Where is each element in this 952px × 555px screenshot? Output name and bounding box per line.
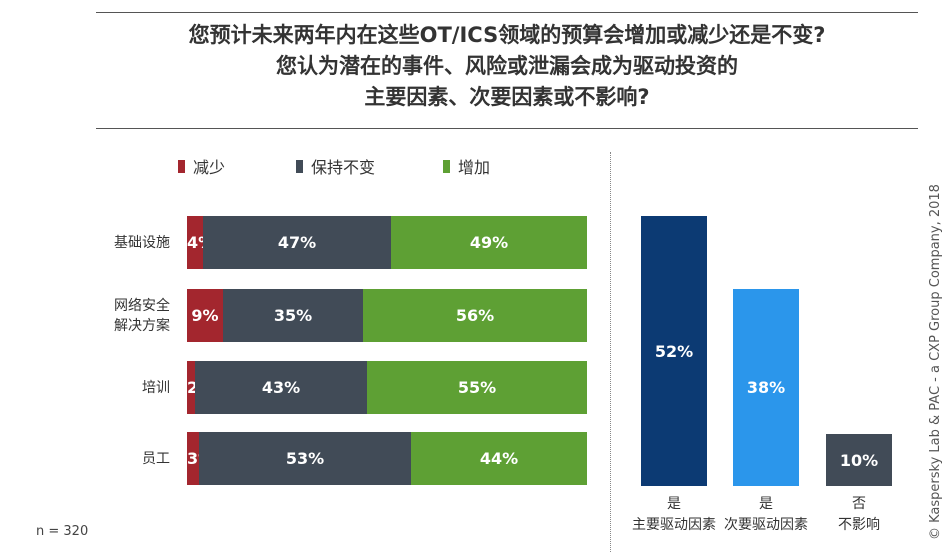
vertical-bar: 10%	[826, 434, 892, 486]
category-label-line: 是	[667, 496, 681, 512]
bar-segment: 2%	[187, 361, 214, 414]
category-label-line: 否	[852, 496, 866, 512]
legend-label: 减少	[193, 158, 226, 177]
category-label: 网络安全 解决方案	[88, 296, 170, 336]
bar-value-label: 56%	[455, 306, 495, 325]
bar-value-label: 35%	[273, 306, 313, 325]
bar-value-label: 44%	[479, 449, 519, 468]
title-line-3: 主要因素、次要因素或不影响?	[364, 85, 650, 109]
bar-segment: 55%	[367, 361, 587, 414]
category-label-line: 次要驱动因素	[724, 517, 808, 533]
legend-label: 增加	[458, 158, 491, 177]
category-label-line: 基础设施	[114, 234, 170, 251]
bar-segment: 53%	[199, 432, 411, 485]
bar-segment: 35%	[223, 289, 363, 342]
title-line-1: 您预计未来两年内在这些OT/ICS领域的预算会增加或减少还是不变?	[188, 23, 826, 47]
category-label: 培训	[88, 378, 170, 398]
category-label-line: 解决方案	[114, 317, 170, 334]
category-label: 否不影响	[804, 494, 914, 536]
bar-value-label: 55%	[457, 378, 497, 397]
title-bottom-rule	[96, 128, 918, 129]
sample-size-note: n = 320	[36, 524, 89, 539]
category-label-line: 主要驱动因素	[632, 517, 716, 533]
bar-value-label: 49%	[469, 233, 509, 252]
bar-segment: 44%	[411, 432, 587, 485]
category-label: 是次要驱动因素	[711, 494, 821, 536]
legend-item: 减少	[178, 154, 225, 178]
bar-value-label: 47%	[277, 233, 317, 252]
bar-segment: 4%	[187, 216, 214, 269]
legend-swatch	[178, 159, 185, 173]
title-top-rule	[96, 12, 918, 13]
category-label-line: 培训	[142, 379, 170, 396]
vertical-bar: 38%	[733, 288, 799, 486]
category-label-line: 员工	[142, 450, 170, 467]
legend-item: 保持不变	[296, 154, 375, 178]
bar-value-label: 10%	[839, 450, 879, 470]
bar-segment: 3%	[187, 432, 214, 485]
bar-value-label: 52%	[654, 341, 694, 361]
bar-value-label: 38%	[746, 377, 786, 397]
bar-segment: 43%	[195, 361, 367, 414]
bar-segment: 9%	[187, 289, 223, 342]
chart-title: 您预计未来两年内在这些OT/ICS领域的预算会增加或减少还是不变? 您认为潜在的…	[96, 20, 918, 113]
legend-swatch	[296, 159, 303, 173]
bar-value-label: 9%	[191, 306, 219, 325]
legend-label: 保持不变	[311, 158, 376, 177]
legend-item: 增加	[443, 154, 490, 178]
category-label-line: 是	[759, 496, 773, 512]
bar-value-label: 43%	[261, 378, 301, 397]
category-label: 基础设施	[88, 233, 170, 253]
bar-segment: 56%	[363, 289, 587, 342]
chart-divider	[610, 152, 611, 552]
title-line-2: 您认为潜在的事件、风险或泄漏会成为驱动投资的	[276, 54, 738, 78]
bar-segment: 49%	[391, 216, 587, 269]
bar-value-label: 53%	[285, 449, 325, 468]
category-label-line: 网络安全	[114, 297, 170, 314]
legend-swatch	[443, 159, 450, 173]
copyright-credit: © Kaspersky Lab & PAC - a CXP Group Comp…	[928, 184, 943, 540]
category-label-line: 不影响	[838, 517, 880, 533]
category-label: 员工	[88, 449, 170, 469]
bar-segment: 47%	[203, 216, 391, 269]
vertical-bar: 52%	[641, 216, 707, 486]
category-label: 是主要驱动因素	[619, 494, 729, 536]
